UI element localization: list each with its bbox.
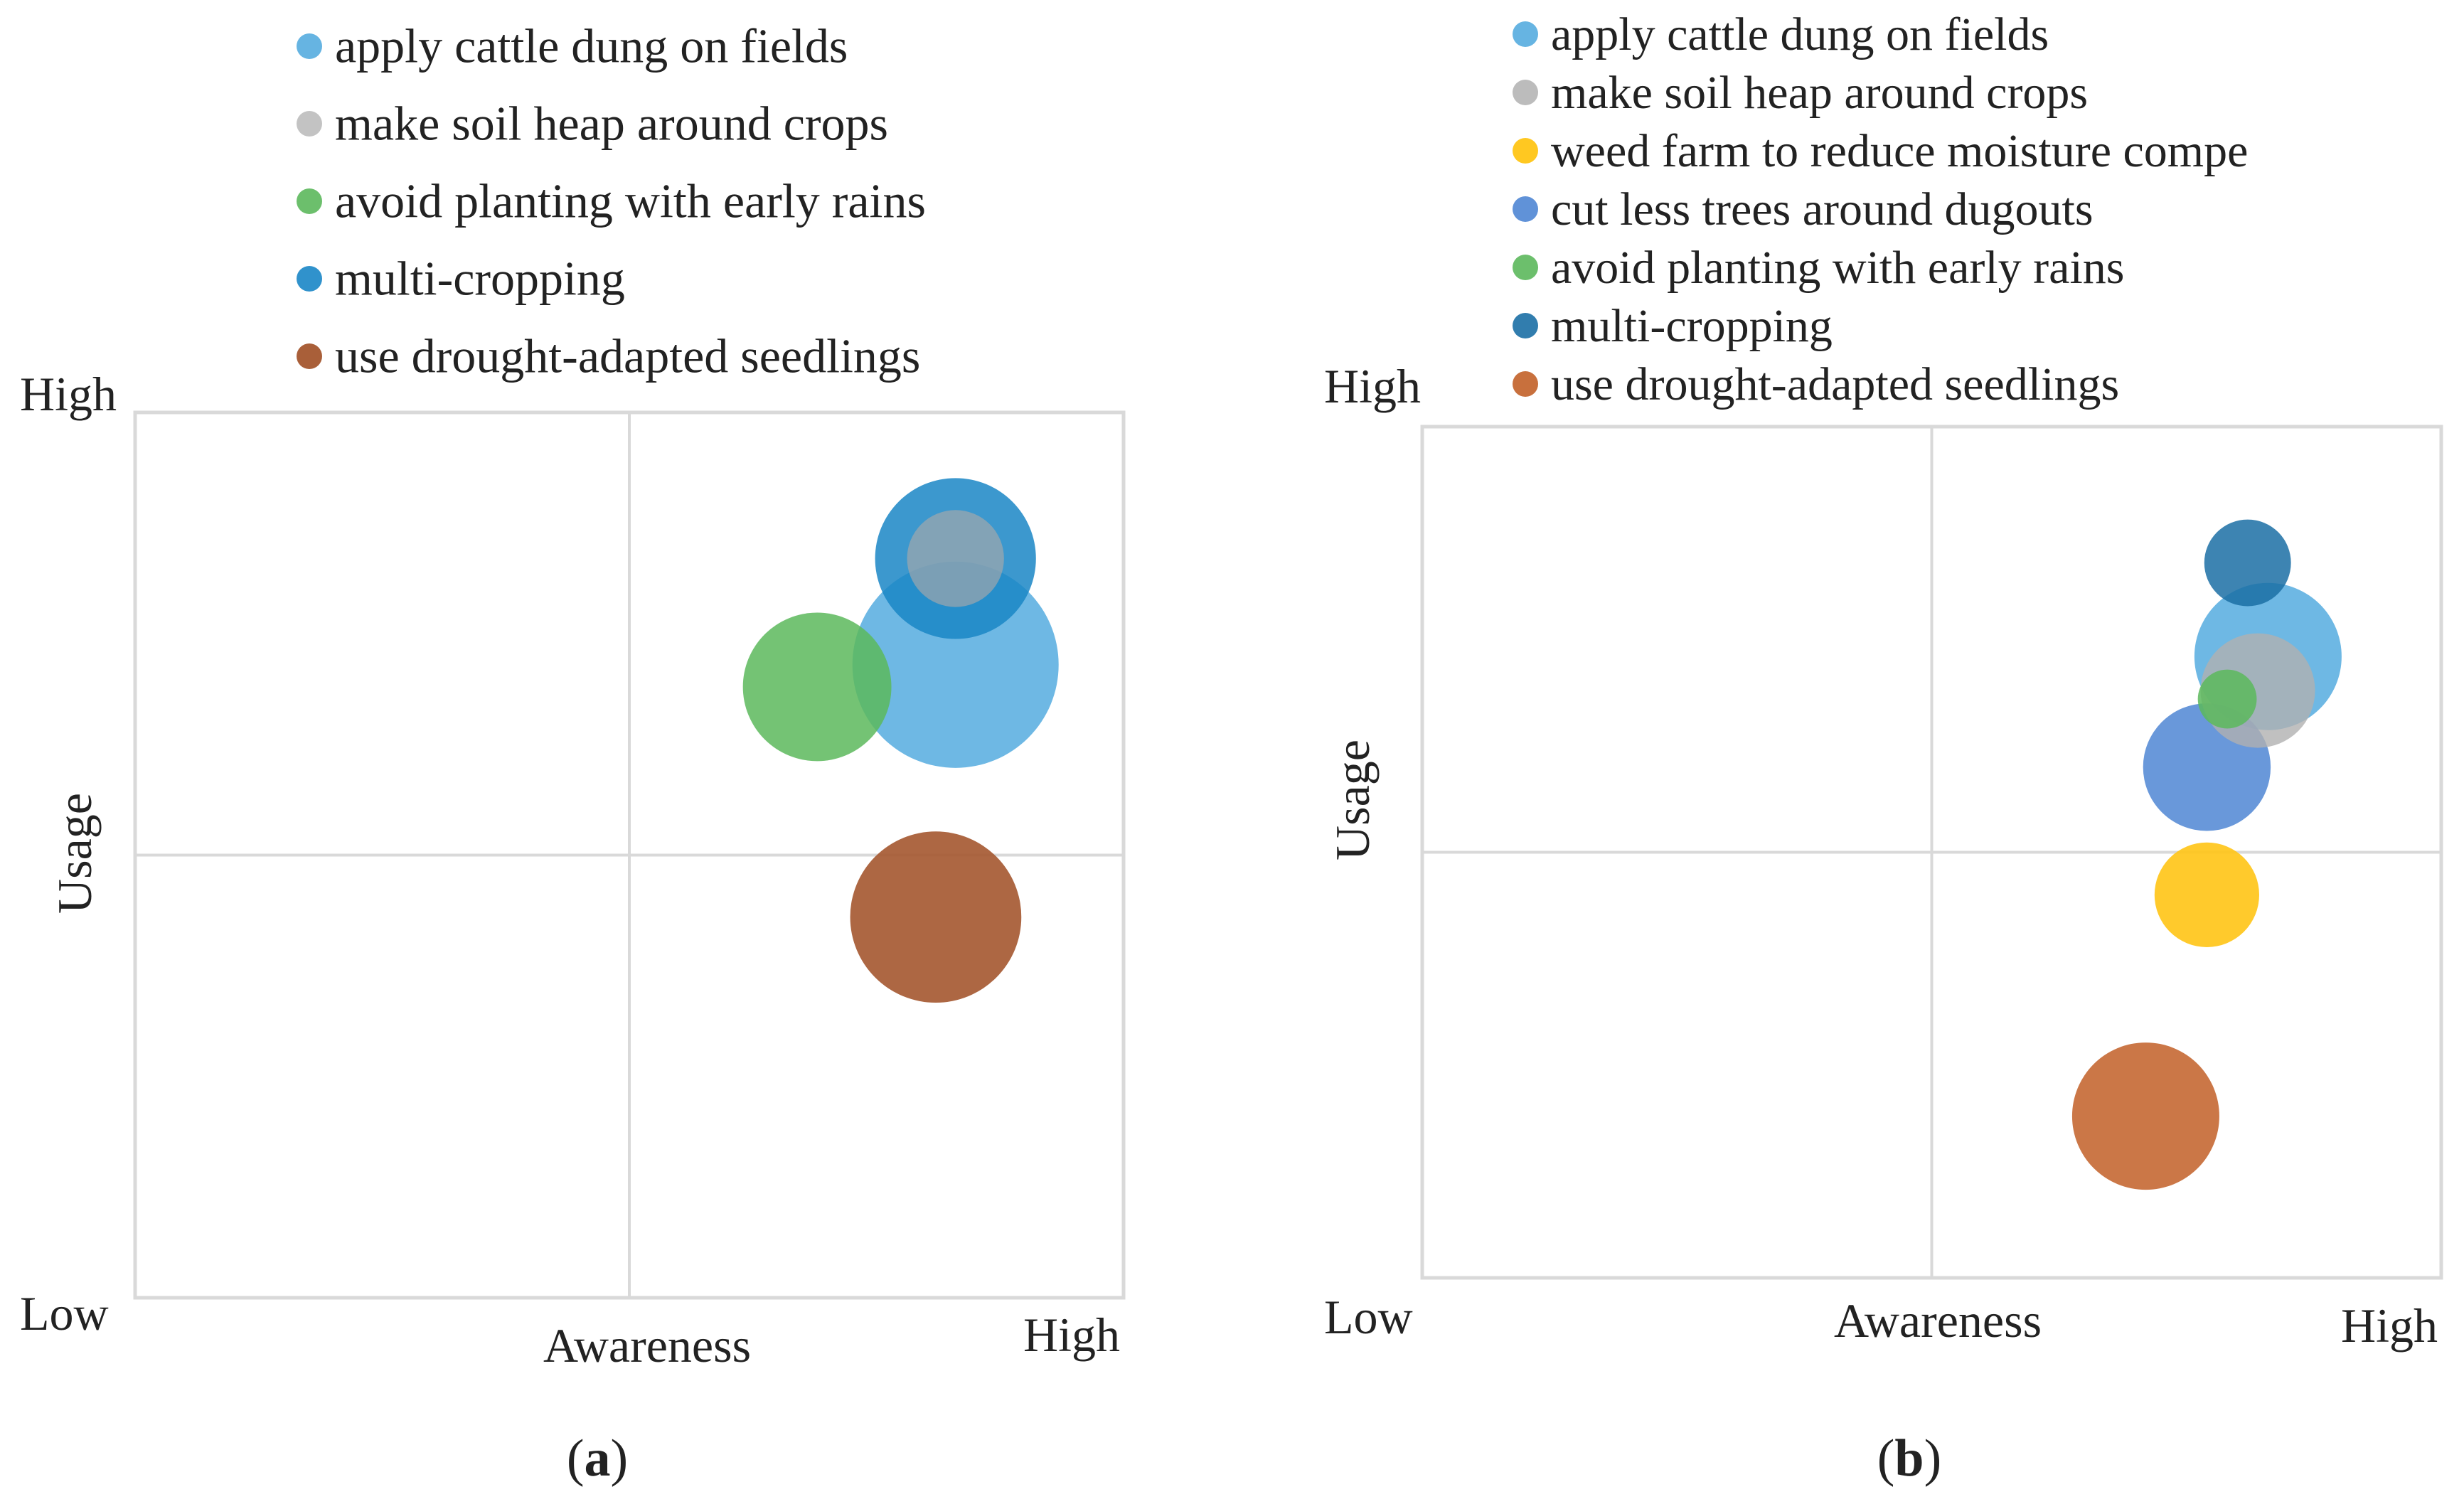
panel-label: (b) — [1877, 1429, 1941, 1488]
bubble-avoid-planting-with-early-rains — [742, 612, 892, 762]
legend-label: avoid planting with early rains — [335, 174, 926, 228]
x-axis-title: Awareness — [543, 1318, 751, 1372]
legend-label: multi-cropping — [1551, 300, 1833, 352]
legend-marker — [297, 343, 322, 369]
y-axis-high-label: High — [20, 367, 117, 421]
legend-marker — [297, 188, 322, 214]
bubble-weed-farm-to-reduce-moisture-compe — [2154, 842, 2260, 947]
bubble-multi-cropping — [2204, 519, 2291, 607]
legend-marker — [1513, 313, 1538, 338]
x-axis-title: Awareness — [1834, 1293, 2042, 1348]
bubble-avoid-planting-with-early-rains — [2197, 669, 2257, 729]
axis-low-label: Low — [20, 1286, 109, 1340]
x-axis-high-label: High — [2341, 1298, 2438, 1353]
legend-marker — [1513, 21, 1538, 47]
x-axis-high-label: High — [1023, 1308, 1120, 1362]
legend-marker — [1513, 138, 1538, 164]
legend-label: use drought-adapted seedlings — [335, 329, 920, 383]
legend-marker — [297, 266, 322, 292]
panel-a: apply cattle dung on fields make soil hea… — [20, 18, 1126, 1488]
legend-label: avoid planting with early rains — [1551, 242, 2124, 294]
legend-label: make soil heap around crops — [1551, 67, 2088, 119]
legend-label: cut less trees around dugouts — [1551, 183, 2094, 235]
legend-marker — [1513, 371, 1538, 397]
y-axis-high-label: High — [1324, 359, 1421, 413]
legend-marker — [1513, 255, 1538, 280]
legend-marker — [297, 111, 322, 137]
y-axis-title: Usage — [1326, 740, 1380, 860]
legend-label: use drought-adapted seedlings — [1551, 358, 2119, 410]
legend-label: make soil heap around crops — [335, 96, 888, 150]
bubble-use-drought-adapted-seedlings — [850, 831, 1022, 1003]
legend-marker — [297, 33, 322, 59]
panel-label: (a) — [567, 1429, 628, 1488]
panel-b: apply cattle dung on fields make soil hea… — [1324, 9, 2443, 1488]
legend-marker — [1513, 80, 1538, 105]
legend-label: multi-cropping — [335, 251, 625, 305]
y-axis-title: Usage — [48, 793, 102, 914]
axis-low-label: Low — [1324, 1290, 1413, 1344]
legend-label: weed farm to reduce moisture compe — [1551, 125, 2248, 177]
legend-label: apply cattle dung on fields — [335, 18, 848, 73]
legend-label: apply cattle dung on fields — [1551, 9, 2049, 60]
bubble-use-drought-adapted-seedlings — [2071, 1042, 2219, 1190]
bubble-make-soil-heap-around-crops — [907, 510, 1004, 607]
legend-marker — [1513, 196, 1538, 222]
